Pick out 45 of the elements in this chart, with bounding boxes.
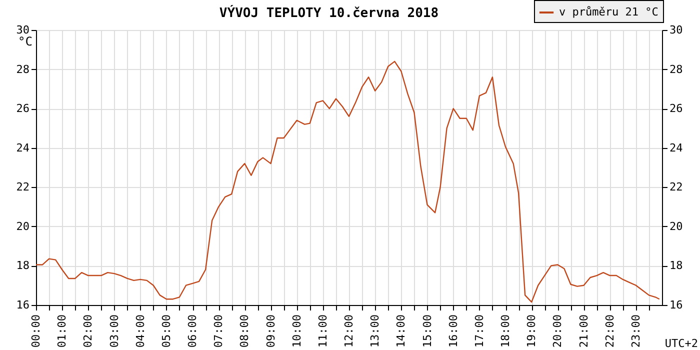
y-tick-label: 18 bbox=[16, 259, 30, 272]
y2-tick-label: 26 bbox=[670, 102, 683, 116]
x-tick-label: 21:00 bbox=[577, 314, 590, 348]
legend-label: v průměru 21 °C bbox=[559, 6, 658, 18]
x-tick-label: 12:00 bbox=[342, 314, 356, 348]
y2-tick-label: 20 bbox=[670, 220, 683, 233]
x-tick-label: 05:00 bbox=[160, 314, 173, 348]
y2-tick-label: 30 bbox=[670, 24, 683, 36]
x-tick-label: 07:00 bbox=[212, 314, 226, 348]
y-tick-label: 22 bbox=[16, 180, 30, 194]
y-tick-label: 30 bbox=[16, 24, 30, 36]
y-axis-title: °C bbox=[18, 34, 32, 48]
x-tick-label: 03:00 bbox=[108, 314, 121, 348]
x-tick-label: 11:00 bbox=[316, 314, 330, 348]
x-tick-label: 18:00 bbox=[499, 314, 512, 348]
x-tick-label: 23:00 bbox=[629, 314, 642, 348]
y-tick-label: 16 bbox=[16, 298, 30, 312]
y-tick-label: 24 bbox=[16, 141, 30, 154]
x-tick-label: 10:00 bbox=[290, 314, 304, 348]
x-tick-label: 08:00 bbox=[238, 314, 252, 348]
x-tick-label: 19:00 bbox=[525, 314, 538, 348]
y2-tick-label: 24 bbox=[670, 141, 684, 154]
x-tick-label: 22:00 bbox=[603, 314, 616, 348]
x-tick-label: 01:00 bbox=[56, 314, 69, 348]
y-tick-label: 20 bbox=[16, 220, 30, 233]
line-series bbox=[35, 60, 660, 303]
x-tick-label: 09:00 bbox=[264, 314, 278, 348]
x-tick-label: 20:00 bbox=[551, 314, 564, 348]
x-tick-label: 02:00 bbox=[82, 314, 95, 348]
y-tick-label: 28 bbox=[16, 62, 30, 76]
x-tick-label: 17:00 bbox=[472, 314, 486, 348]
x-tick-label: 14:00 bbox=[394, 314, 408, 348]
x-tick-label: 04:00 bbox=[134, 314, 147, 348]
y-tick-label: 26 bbox=[16, 102, 30, 116]
y2-tick-label: 28 bbox=[670, 62, 683, 76]
y2-tick-label: 22 bbox=[670, 180, 683, 194]
x-tick-label: 00:00 bbox=[30, 314, 42, 348]
y2-tick-label: 16 bbox=[670, 298, 683, 312]
text: UTC+2 bbox=[664, 337, 698, 350]
x-tick-label: 13:00 bbox=[368, 314, 382, 348]
y2-tick-label: 18 bbox=[670, 259, 683, 272]
x-tick-label: 16:00 bbox=[446, 314, 460, 348]
chart-title: VÝVOJ TEPLOTY 10.června 2018 bbox=[219, 4, 439, 21]
x-tick-label: 06:00 bbox=[186, 314, 199, 348]
x-tick-label: 15:00 bbox=[420, 314, 434, 348]
